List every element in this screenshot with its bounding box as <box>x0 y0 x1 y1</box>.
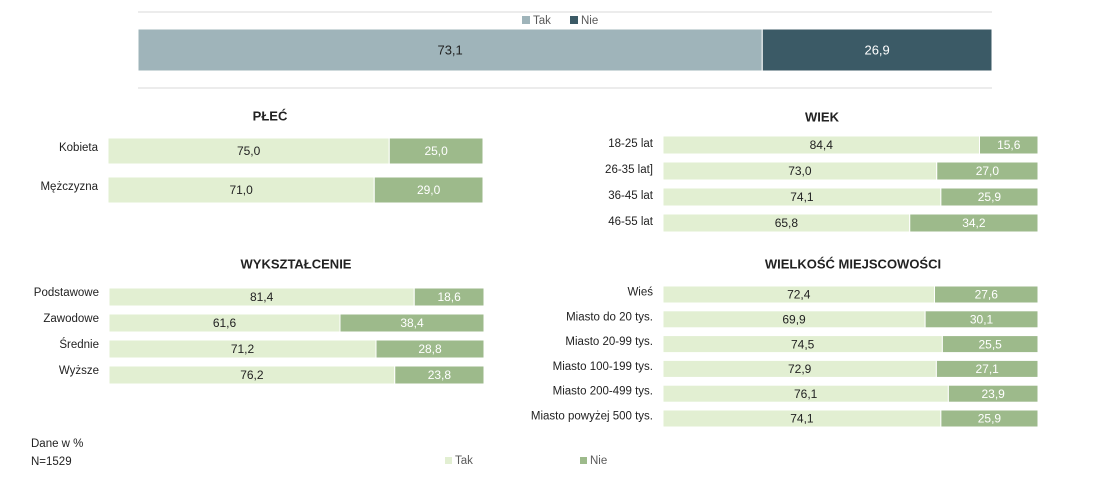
value-label: 25,9 <box>978 412 1002 426</box>
legend-label: Nie <box>581 15 598 27</box>
note: Dane w % <box>31 438 83 450</box>
value-label: 74,1 <box>790 412 814 426</box>
value-label: 76,1 <box>794 387 818 401</box>
value-label: 29,0 <box>417 183 441 197</box>
category-label: Mężczyzna <box>40 181 98 193</box>
bar-segment <box>936 161 1039 181</box>
bar-segment <box>979 135 1039 155</box>
value-label: 25,9 <box>978 190 1002 204</box>
bar-segment <box>940 409 1039 428</box>
bar-segment <box>924 310 1039 329</box>
value-label: 69,9 <box>782 312 806 326</box>
value-label: 65,8 <box>775 216 799 230</box>
bar-segment <box>394 365 485 385</box>
note: N=1529 <box>31 456 72 468</box>
bar-segment <box>761 28 993 72</box>
category-label: Miasto powyżej 500 tys. <box>531 411 653 423</box>
legend-swatch <box>522 16 530 24</box>
bar-segment <box>388 137 484 165</box>
category-label: Miasto do 20 tys. <box>566 311 653 323</box>
bar-segment <box>947 384 1039 403</box>
bar-segment <box>941 335 1039 354</box>
bar-segment <box>934 285 1039 304</box>
panel-title: WIEK <box>805 109 840 124</box>
legend-swatch <box>445 457 452 464</box>
bar-segment <box>935 359 1039 378</box>
value-label: 27,0 <box>976 164 1000 178</box>
value-label: 61,6 <box>213 316 237 330</box>
bar-segment <box>107 137 390 165</box>
category-label: 46-55 lat <box>608 216 654 228</box>
value-label: 38,4 <box>400 316 424 330</box>
panel-title: PŁEĆ <box>253 108 288 123</box>
category-label: Średnie <box>59 338 99 351</box>
value-label: 25,5 <box>979 337 1003 351</box>
value-label: 15,6 <box>997 138 1021 152</box>
bar-segment <box>909 213 1039 233</box>
bar-segment <box>339 313 485 333</box>
value-label: 26,9 <box>864 42 889 57</box>
value-label: 71,0 <box>229 183 253 197</box>
legend-label: Tak <box>533 15 551 27</box>
value-label: 23,8 <box>428 368 452 382</box>
value-label: 75,0 <box>237 144 261 158</box>
value-label: 27,6 <box>975 288 999 302</box>
legend-label: Tak <box>455 455 473 467</box>
value-label: 73,1 <box>437 42 462 57</box>
value-label: 27,1 <box>976 362 1000 376</box>
value-label: 71,2 <box>231 342 255 356</box>
legend-swatch <box>580 457 587 464</box>
category-label: Miasto 200-499 tys. <box>553 386 653 398</box>
category-label: Wieś <box>627 287 653 299</box>
value-label: 81,4 <box>250 290 274 304</box>
value-label: 74,5 <box>791 337 815 351</box>
bar-segment <box>940 187 1039 207</box>
value-label: 28,8 <box>418 342 442 356</box>
value-label: 23,9 <box>982 387 1006 401</box>
bar-segment <box>373 176 484 204</box>
bar-segment <box>375 339 485 359</box>
value-label: 73,0 <box>788 164 812 178</box>
panel-title: WIELKOŚĆ MIEJSCOWOŚCI <box>765 256 941 271</box>
value-label: 84,4 <box>810 138 834 152</box>
bar-segment <box>137 28 763 72</box>
category-label: Podstawowe <box>34 287 99 299</box>
category-label: Zawodowe <box>43 313 99 325</box>
value-label: 72,9 <box>788 362 812 376</box>
value-label: 18,6 <box>437 290 461 304</box>
category-label: Miasto 20-99 tys. <box>565 336 653 348</box>
bar-segment <box>413 287 485 307</box>
panel-title: WYKSZTAŁCENIE <box>241 256 352 271</box>
category-label: 26-35 lat] <box>605 164 653 176</box>
value-label: 72,4 <box>787 288 811 302</box>
category-label: Miasto 100-199 tys. <box>553 361 653 373</box>
category-label: Kobieta <box>59 142 99 154</box>
category-label: Wyższe <box>59 365 99 377</box>
legend-label: Nie <box>590 455 607 467</box>
value-label: 25,0 <box>424 144 448 158</box>
category-label: 18-25 lat <box>608 138 654 150</box>
value-label: 30,1 <box>970 312 994 326</box>
value-label: 74,1 <box>790 190 814 204</box>
value-label: 34,2 <box>962 216 986 230</box>
value-label: 76,2 <box>240 368 264 382</box>
category-label: 36-45 lat <box>608 190 654 202</box>
legend-swatch <box>570 16 578 24</box>
